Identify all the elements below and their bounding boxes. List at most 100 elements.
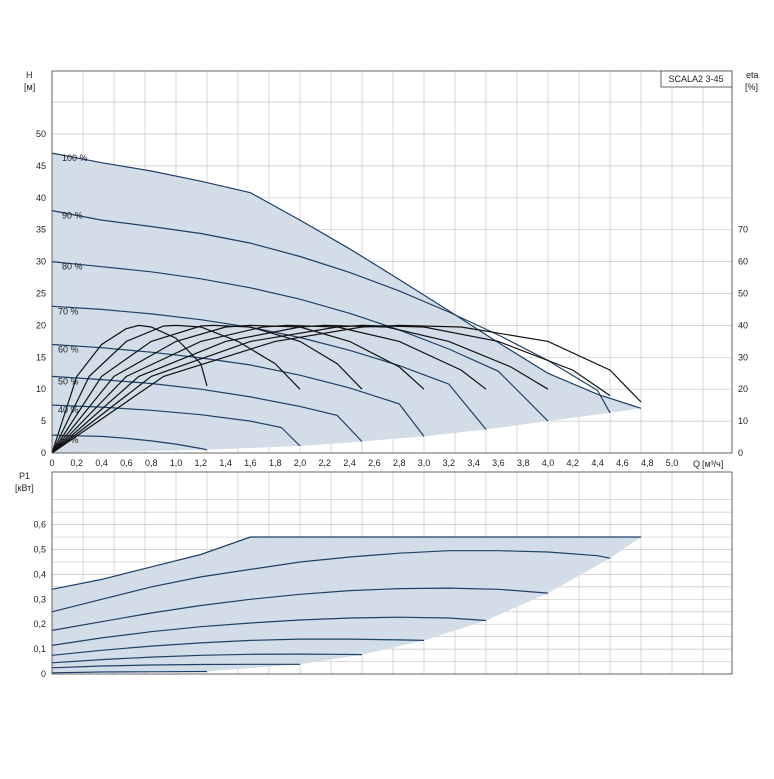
flow-xtick: 0,2 <box>71 458 84 468</box>
head-ytick: 50 <box>36 129 46 139</box>
flow-axis-unit: [м³/ч] <box>702 459 723 469</box>
flow-xtick: 2,6 <box>368 458 381 468</box>
efficiency-curve-5 <box>51 324 549 454</box>
efficiency-curve-6 <box>51 324 611 454</box>
flow-xtick: 2,4 <box>343 458 356 468</box>
speed-label-0: 100 % <box>62 153 88 163</box>
head-axis-unit: [м] <box>24 82 35 92</box>
efficiency-curve-2 <box>51 324 363 454</box>
power-ytick: 0,6 <box>33 520 46 530</box>
head-curve-0 <box>51 152 642 409</box>
head-curve-2 <box>51 261 549 422</box>
flow-xtick: 0 <box>49 458 54 468</box>
flow-xtick: 0,4 <box>95 458 108 468</box>
head-operating-envelope <box>52 153 641 453</box>
power-curve-3 <box>51 616 487 646</box>
flow-xtick: 4,8 <box>641 458 654 468</box>
flow-xtick: 3,8 <box>517 458 530 468</box>
power-curve-5 <box>51 653 363 664</box>
head-axis-label: H <box>26 70 33 80</box>
power-axis-label: P1 <box>19 471 30 481</box>
head-ytick: 10 <box>36 384 46 394</box>
speed-label-6: 40 % <box>58 405 79 415</box>
power-ytick: 0 <box>41 669 46 679</box>
speed-label-3: 70 % <box>58 306 79 316</box>
head-ytick: 20 <box>36 320 46 330</box>
power-curve-1 <box>51 550 611 613</box>
head-ytick: 0 <box>41 448 46 458</box>
speed-label-4: 60 % <box>58 345 79 355</box>
power-curve-2 <box>51 587 549 631</box>
flow-xtick: 4,2 <box>567 458 580 468</box>
power-axis-unit: [кВт] <box>15 483 34 493</box>
flow-xtick: 2,2 <box>319 458 332 468</box>
eta-ytick: 10 <box>738 416 748 426</box>
flow-xtick: 2,8 <box>393 458 406 468</box>
flow-xtick: 1,4 <box>219 458 232 468</box>
head-curve-6 <box>51 404 301 447</box>
eta-ytick: 0 <box>738 448 743 458</box>
head-ytick: 15 <box>36 352 46 362</box>
power-ytick: 0,4 <box>33 569 46 579</box>
head-chart-tick-labels: 0 5 10 15 20 25 30 35 40 45 50 0 10 20 30 40 50 60 70 0 0,2 0… <box>36 129 748 468</box>
head-chart-frame <box>51 70 733 454</box>
power-chart-frame <box>51 471 733 675</box>
flow-xtick: 3,2 <box>443 458 456 468</box>
product-label-box <box>660 70 733 88</box>
eta-ytick: 20 <box>738 384 748 394</box>
eta-ytick: 40 <box>738 320 748 330</box>
eta-ytick: 50 <box>738 289 748 299</box>
flow-xtick: 4,0 <box>542 458 555 468</box>
efficiency-curve-1 <box>51 324 301 454</box>
flow-xtick: 2,0 <box>294 458 307 468</box>
eta-ytick: 30 <box>738 352 748 362</box>
flow-xtick: 5,0 <box>666 458 679 468</box>
efficiency-curve-3 <box>51 324 425 454</box>
efficiency-curve-7 <box>51 324 642 454</box>
power-chart-tick-labels: 0 0,1 0,2 0,3 0,4 0,5 0,6 <box>33 520 46 679</box>
head-ytick: 5 <box>41 416 46 426</box>
speed-labels: 100 % 90 % 80 % 70 % 60 % 50 % 40 % 25 % <box>58 153 88 445</box>
flow-xtick: 1,6 <box>244 458 257 468</box>
efficiency-curves <box>51 324 642 454</box>
power-ytick: 0,1 <box>33 644 46 654</box>
efficiency-curve-4 <box>51 324 487 454</box>
head-ytick: 30 <box>36 257 46 267</box>
head-envelope-area <box>52 153 641 453</box>
speed-label-5: 50 % <box>58 376 79 386</box>
head-ytick: 35 <box>36 225 46 235</box>
flow-xtick: 3,0 <box>418 458 431 468</box>
eta-ytick: 70 <box>738 225 748 235</box>
flow-axis-label: Q <box>693 459 700 469</box>
flow-xtick: 0,6 <box>120 458 133 468</box>
power-curve-4 <box>51 638 425 656</box>
flow-xtick: 1,8 <box>269 458 282 468</box>
power-curve-7 <box>51 670 208 674</box>
speed-label-2: 80 % <box>62 262 83 272</box>
flow-xtick: 4,4 <box>591 458 604 468</box>
head-ytick: 45 <box>36 161 46 171</box>
power-envelope-area <box>52 537 641 673</box>
head-ytick: 40 <box>36 193 46 203</box>
flow-xtick: 1,2 <box>195 458 208 468</box>
power-ytick: 0,5 <box>33 545 46 555</box>
eta-ytick: 60 <box>738 257 748 267</box>
flow-xtick: 4,6 <box>616 458 629 468</box>
power-ytick: 0,2 <box>33 619 46 629</box>
power-curve-0 <box>51 536 641 590</box>
power-curve-6 <box>51 663 300 669</box>
eta-axis-unit: [%] <box>745 82 758 92</box>
flow-xtick: 1,0 <box>170 458 183 468</box>
product-label: SCALA2 3-45 <box>668 74 723 84</box>
power-curves <box>51 536 641 674</box>
eta-axis-label: eta <box>746 70 759 80</box>
speed-label-7: 25 % <box>58 435 79 445</box>
power-ytick: 0,3 <box>33 594 46 604</box>
speed-label-1: 90 % <box>62 211 83 221</box>
power-operating-envelope <box>52 537 641 673</box>
flow-xtick: 0,8 <box>145 458 158 468</box>
head-curve-7 <box>51 434 208 451</box>
flow-xtick: 3,6 <box>492 458 505 468</box>
